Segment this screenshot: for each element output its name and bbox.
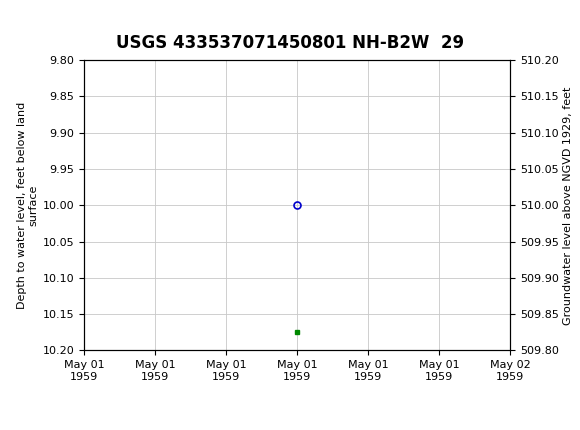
Y-axis label: Groundwater level above NGVD 1929, feet: Groundwater level above NGVD 1929, feet [563, 86, 573, 325]
Text: ≋: ≋ [4, 8, 23, 28]
Text: USGS: USGS [26, 9, 77, 27]
Y-axis label: Depth to water level, feet below land
surface: Depth to water level, feet below land su… [17, 102, 38, 309]
Text: USGS 433537071450801 NH-B2W  29: USGS 433537071450801 NH-B2W 29 [116, 34, 464, 52]
Bar [3, 2, 55, 35]
